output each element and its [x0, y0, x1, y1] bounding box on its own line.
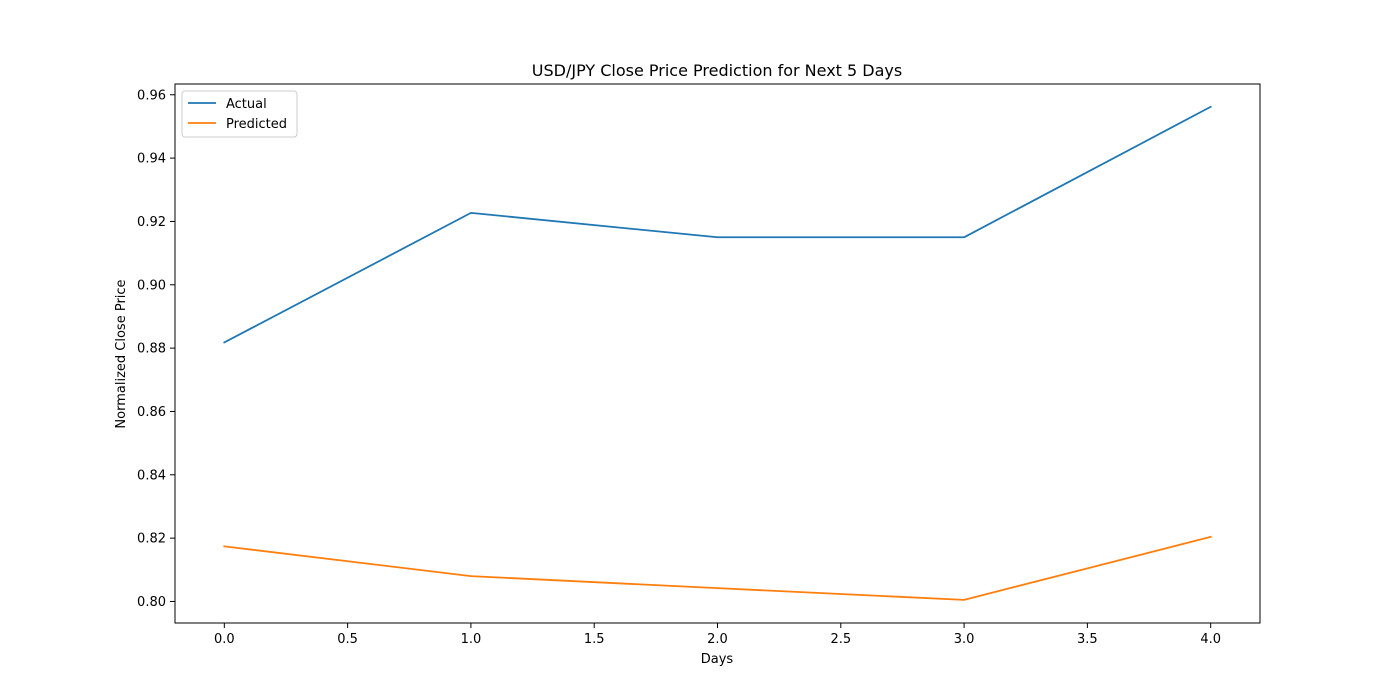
y-tick-label: 0.96: [137, 88, 166, 103]
chart-title: USD/JPY Close Price Prediction for Next …: [532, 61, 902, 80]
x-tick-label: 4.0: [1200, 632, 1221, 647]
axes-frame: [174, 83, 1261, 624]
y-tick-label: 0.94: [137, 152, 166, 167]
x-axis-label: Days: [701, 652, 734, 667]
y-axis-label: Normalized Close Price: [114, 279, 129, 428]
x-tick-label: 2.0: [707, 632, 728, 647]
legend-label-predicted: Predicted: [226, 117, 287, 132]
x-tick-label: 1.5: [584, 632, 605, 647]
x-tick-label: 1.0: [461, 632, 482, 647]
series-line-actual: [223, 105, 1212, 344]
y-tick-label: 0.84: [137, 468, 166, 483]
x-tick-label: 2.5: [830, 632, 851, 647]
y-tick-label: 0.80: [137, 595, 166, 610]
x-tick-label: 3.0: [954, 632, 975, 647]
x-tick-label: 3.5: [1077, 632, 1098, 647]
legend: Actual Predicted: [181, 90, 298, 138]
x-tick-label: 0.0: [214, 632, 235, 647]
y-tick-label: 0.90: [137, 278, 166, 293]
x-axis-ticks: 0.0 0.5 1.0 1.5 2.0 2.5 3.0 3.5 4.0: [214, 623, 1221, 647]
y-axis-ticks: 0.80 0.82 0.84 0.86 0.88 0.90 0.92 0.94 0.96: [137, 88, 175, 610]
series-line-predicted: [223, 535, 1212, 601]
y-tick-label: 0.92: [137, 215, 166, 230]
plot-area: 0.0 0.5 1.0 1.5 2.0 2.5 3.0 3.5 4.0 0.80 0.82 0.84…: [137, 83, 1261, 647]
x-tick-label: 0.5: [337, 632, 358, 647]
y-tick-label: 0.88: [137, 342, 166, 357]
series-lines: [223, 105, 1212, 601]
y-tick-label: 0.82: [137, 532, 166, 547]
y-tick-label: 0.86: [137, 405, 166, 420]
legend-label-actual: Actual: [226, 97, 267, 112]
